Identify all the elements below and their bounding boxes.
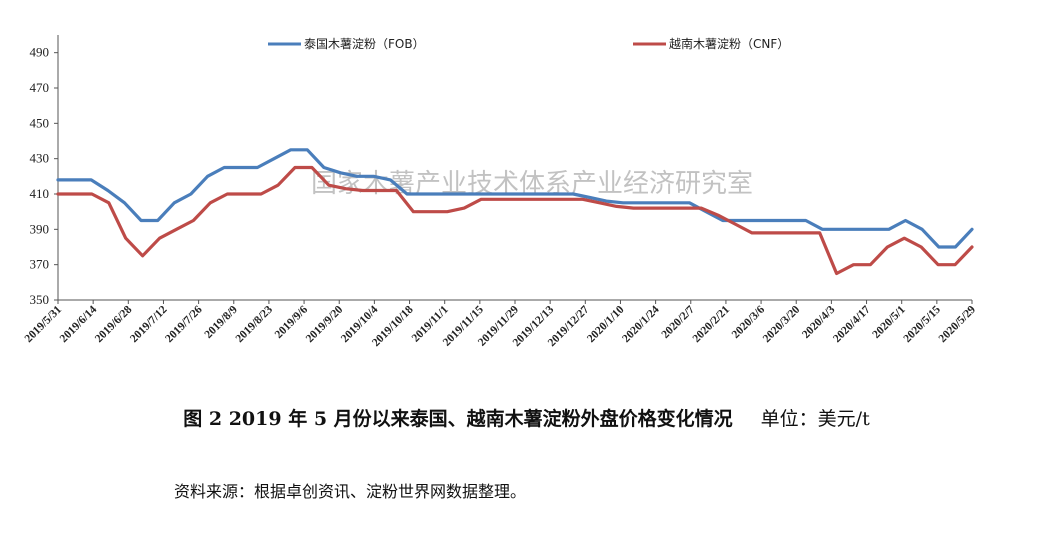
x-tick-label: 2019/5/31 xyxy=(23,303,65,345)
chart-axes xyxy=(57,35,972,301)
legend-label-1: 泰国木薯淀粉（FOB） xyxy=(304,37,425,51)
figure-caption: 图 2 2019 年 5 月份以来泰国、越南木薯淀粉外盘价格变化情况 单位：美元/… xyxy=(0,404,1053,431)
series-line-2 xyxy=(56,165,974,276)
caption-title: 图 2 2019 年 5 月份以来泰国、越南木薯淀粉外盘价格变化情况 xyxy=(183,408,733,430)
x-tick-label: 2019/9/20 xyxy=(304,303,346,345)
caption-unit: 单位：美元/t xyxy=(760,408,870,430)
x-tick-label: 2019/7/26 xyxy=(163,303,205,345)
source-note: 资料来源：根据卓创资讯、淀粉世界网数据整理。 xyxy=(174,482,527,501)
y-tick-label: 410 xyxy=(30,186,50,201)
x-tick-label: 2019/8/23 xyxy=(234,303,276,345)
y-tick-label: 490 xyxy=(30,45,50,60)
y-tick-label: 430 xyxy=(30,151,50,166)
x-axis-ticks: 2019/5/312019/6/142019/6/282019/7/122019… xyxy=(23,300,979,349)
x-tick-label: 2019/7/12 xyxy=(128,303,170,345)
y-tick-label: 470 xyxy=(30,80,50,95)
y-tick-label: 350 xyxy=(30,292,50,307)
x-tick-label: 2020/3/20 xyxy=(761,303,803,345)
series-line-1 xyxy=(56,148,974,249)
x-tick-label: 2019/6/14 xyxy=(58,303,100,345)
x-tick-label: 2019/6/28 xyxy=(93,303,135,345)
legend: 泰国木薯淀粉（FOB） 越南木薯淀粉（CNF） xyxy=(268,36,789,51)
series-lines xyxy=(56,148,974,276)
x-tick-label: 2020/1/10 xyxy=(585,303,627,345)
x-tick-label: 2020/5/15 xyxy=(902,303,944,345)
x-tick-label: 2020/5/29 xyxy=(937,303,979,345)
y-tick-label: 390 xyxy=(30,221,50,236)
y-tick-label: 450 xyxy=(30,115,50,130)
legend-label-2: 越南木薯淀粉（CNF） xyxy=(669,36,789,51)
x-tick-label: 2020/4/17 xyxy=(831,303,873,345)
x-tick-label: 2020/2/21 xyxy=(691,303,733,345)
y-tick-label: 370 xyxy=(30,257,50,272)
x-tick-label: 2020/1/24 xyxy=(620,303,662,345)
y-axis-ticks: 350 370 390 410 430 450 470 490 xyxy=(30,45,58,307)
